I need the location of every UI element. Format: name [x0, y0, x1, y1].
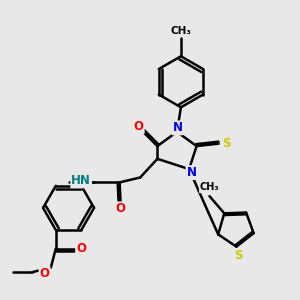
Text: N: N — [187, 166, 196, 179]
Text: CH₃: CH₃ — [200, 182, 219, 192]
Text: O: O — [76, 242, 86, 255]
Text: HN: HN — [71, 174, 91, 188]
Text: N: N — [172, 122, 182, 134]
Text: CH₃: CH₃ — [170, 26, 191, 36]
Text: S: S — [222, 137, 231, 150]
Text: O: O — [40, 267, 50, 280]
Text: O: O — [116, 202, 126, 215]
Text: O: O — [134, 120, 144, 133]
Text: S: S — [235, 249, 243, 262]
